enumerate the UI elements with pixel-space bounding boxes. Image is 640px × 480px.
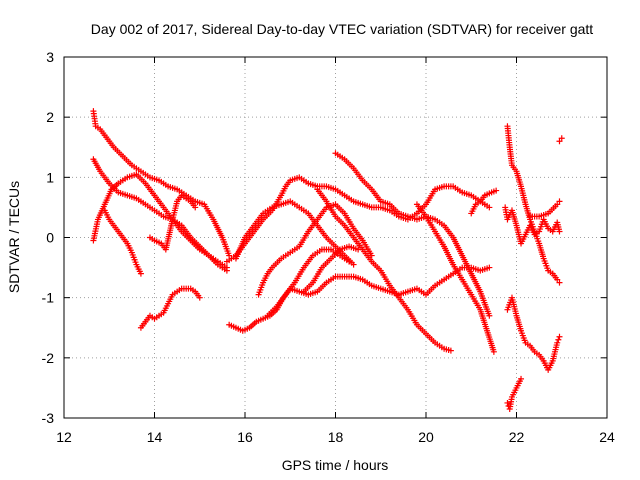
data-point	[350, 261, 357, 268]
data-point	[558, 135, 565, 142]
data-points	[90, 108, 565, 412]
data-point	[554, 276, 561, 283]
series-arc16	[468, 187, 500, 217]
data-point	[490, 348, 497, 355]
data-point	[554, 201, 561, 208]
data-point	[504, 399, 511, 406]
y-tick-label: -3	[42, 410, 55, 426]
data-point	[556, 198, 563, 205]
series-arc6	[137, 285, 203, 331]
series-arc5	[146, 192, 199, 253]
x-axis-label: GPS time / hours	[282, 457, 389, 473]
x-tick-label: 16	[237, 429, 253, 445]
data-point	[556, 138, 563, 145]
y-tick-label: 0	[46, 230, 54, 246]
data-point	[518, 375, 525, 382]
x-tick-label: 20	[418, 429, 434, 445]
y-tick-label: -2	[42, 350, 55, 366]
data-point	[486, 204, 493, 211]
data-point	[486, 264, 493, 271]
data-point	[346, 258, 353, 265]
series-arc14	[314, 186, 454, 354]
y-tick-label: 3	[46, 49, 54, 65]
x-tick-label: 22	[509, 429, 525, 445]
x-tick-label: 14	[147, 429, 163, 445]
x-tick-label: 12	[56, 429, 72, 445]
series-arc4	[101, 207, 144, 277]
y-tick-label: 1	[46, 169, 54, 185]
data-point	[447, 347, 454, 354]
data-point	[556, 228, 563, 235]
y-axis-label: SDTVAR / TECUs	[6, 181, 22, 293]
y-tick-label: 2	[46, 109, 54, 125]
series-arc18	[502, 204, 563, 247]
x-tick-label: 24	[599, 429, 615, 445]
series-arc9	[232, 198, 357, 268]
data-point	[556, 333, 563, 340]
series-arc21	[527, 198, 563, 220]
data-point	[493, 187, 500, 194]
series-arc22	[556, 135, 565, 145]
series-arc10	[255, 201, 375, 298]
data-point	[192, 204, 199, 211]
data-point	[556, 279, 563, 286]
data-point	[223, 264, 230, 271]
series-arc3	[90, 171, 230, 271]
series-arc15	[413, 201, 497, 355]
series-arc19	[504, 294, 563, 373]
series-arc12	[300, 243, 362, 295]
series-arc11	[264, 246, 353, 319]
y-tick-label: -1	[42, 290, 55, 306]
series-arc20	[504, 375, 525, 412]
data-point	[554, 339, 561, 346]
data-point	[486, 312, 493, 319]
x-tick-label: 18	[328, 429, 344, 445]
series-arc13	[332, 150, 493, 319]
data-point	[137, 270, 144, 277]
data-point	[196, 294, 203, 301]
data-point	[555, 336, 562, 343]
chart-title: Day 002 of 2017, Sidereal Day-to-day VTE…	[91, 21, 594, 37]
